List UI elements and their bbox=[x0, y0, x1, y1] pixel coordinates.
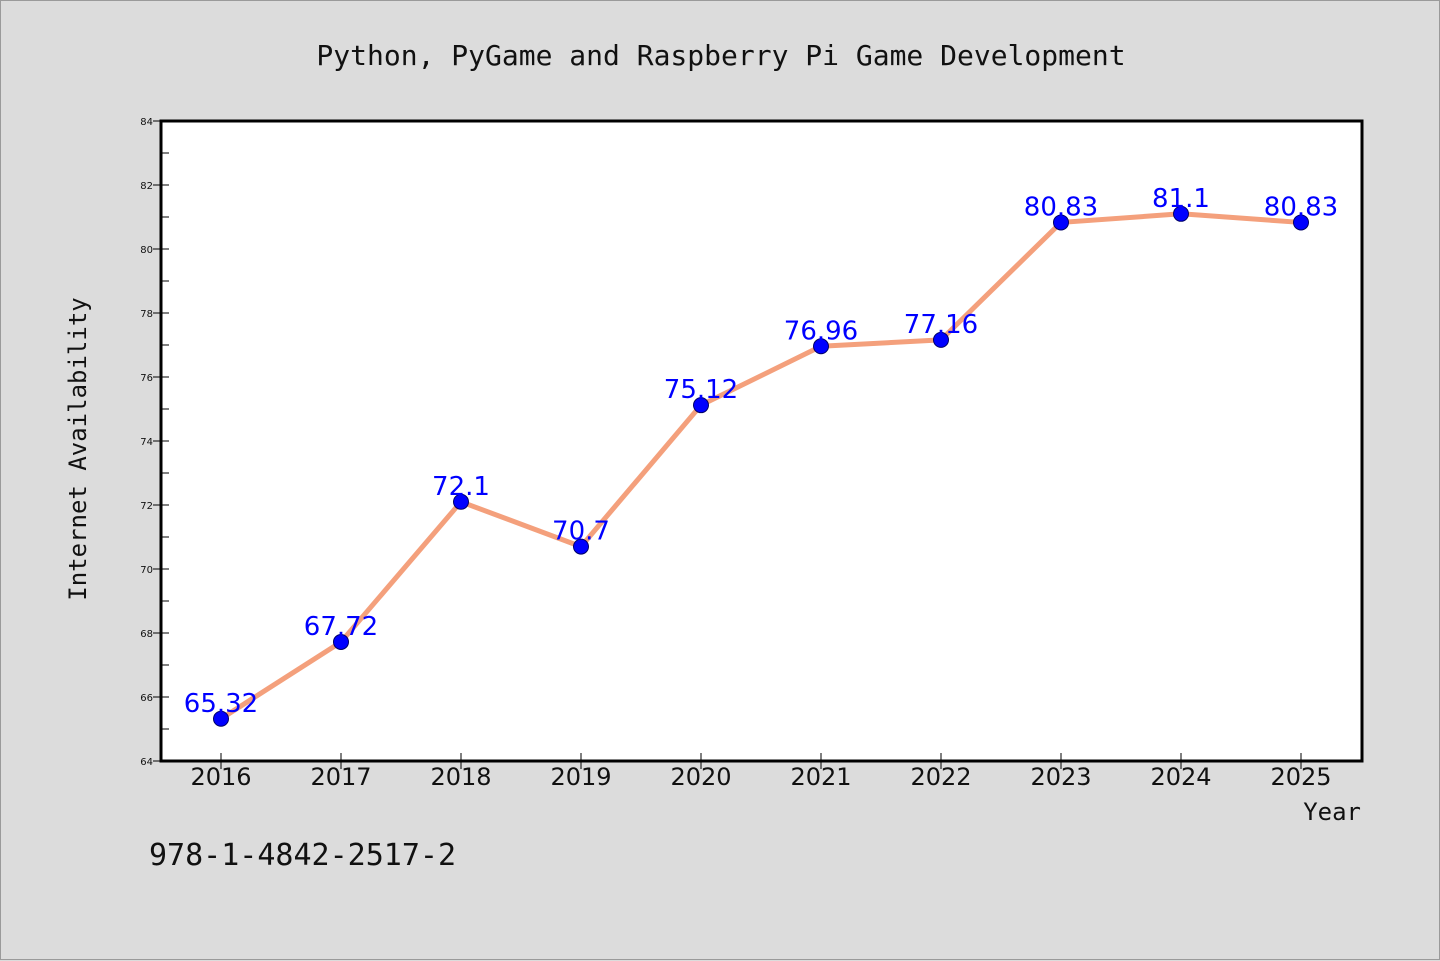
x-tick-label: 2023 bbox=[1030, 763, 1091, 791]
isbn-text: 978-1-4842-2517-2 bbox=[149, 838, 456, 873]
data-label: 81.1 bbox=[1152, 184, 1210, 214]
data-labels: 65.32 67.72 72.1 70.7 75.12 76.96 77.16 80.83 81… bbox=[184, 184, 1338, 719]
data-point bbox=[213, 710, 229, 727]
x-tick-label: 2016 bbox=[190, 763, 251, 791]
y-tick-label: 64 bbox=[140, 757, 153, 768]
data-point bbox=[1053, 214, 1069, 231]
y-tick-label: 82 bbox=[140, 181, 153, 192]
x-axis-label: Year bbox=[1303, 798, 1361, 826]
data-label: 80.83 bbox=[1264, 192, 1338, 222]
y-tick-label: 84 bbox=[140, 117, 153, 128]
x-tick-label: 2020 bbox=[670, 763, 731, 791]
x-tick-label: 2025 bbox=[1270, 763, 1331, 791]
y-tick-label: 68 bbox=[140, 629, 153, 640]
data-point bbox=[1173, 205, 1189, 222]
y-axis: 64 66 68 70 72 74 76 78 80 82 84 bbox=[140, 117, 169, 768]
data-label: 65.32 bbox=[184, 689, 258, 719]
y-tick-label: 76 bbox=[140, 373, 153, 384]
data-label: 75.12 bbox=[664, 375, 738, 405]
chart-title: Python, PyGame and Raspberry Pi Game Dev… bbox=[316, 39, 1125, 72]
data-label: 70.7 bbox=[552, 517, 610, 547]
plot-area bbox=[159, 119, 1364, 763]
x-tick-label: 2021 bbox=[790, 763, 851, 791]
data-label: 72.1 bbox=[432, 472, 490, 502]
y-axis-label: Internet Availability bbox=[64, 297, 92, 600]
y-tick-label: 66 bbox=[140, 693, 153, 704]
data-point bbox=[333, 633, 349, 650]
x-tick-label: 2019 bbox=[550, 763, 611, 791]
data-label: 76.96 bbox=[784, 316, 858, 346]
data-label: 80.83 bbox=[1024, 192, 1098, 222]
data-point bbox=[693, 397, 709, 414]
data-point bbox=[1293, 214, 1309, 231]
data-point bbox=[933, 331, 949, 348]
data-point bbox=[813, 338, 829, 355]
y-tick-label: 70 bbox=[140, 565, 153, 576]
x-axis: 2016 2017 2018 2019 2020 2021 2022 2023 2024 2025 bbox=[190, 753, 1332, 791]
data-label: 67.72 bbox=[304, 612, 378, 642]
y-tick-label: 72 bbox=[140, 501, 153, 512]
x-tick-label: 2018 bbox=[430, 763, 491, 791]
x-tick-label: 2022 bbox=[910, 763, 971, 791]
y-tick-label: 74 bbox=[140, 437, 153, 448]
y-tick-label: 80 bbox=[140, 245, 153, 256]
data-label: 77.16 bbox=[904, 310, 978, 340]
series-layer bbox=[213, 205, 1309, 727]
y-tick-label: 78 bbox=[140, 309, 153, 320]
x-tick-label: 2017 bbox=[310, 763, 371, 791]
x-tick-label: 2024 bbox=[1150, 763, 1211, 791]
data-point bbox=[453, 493, 469, 510]
series-line bbox=[218, 211, 1304, 722]
data-point bbox=[573, 538, 589, 555]
